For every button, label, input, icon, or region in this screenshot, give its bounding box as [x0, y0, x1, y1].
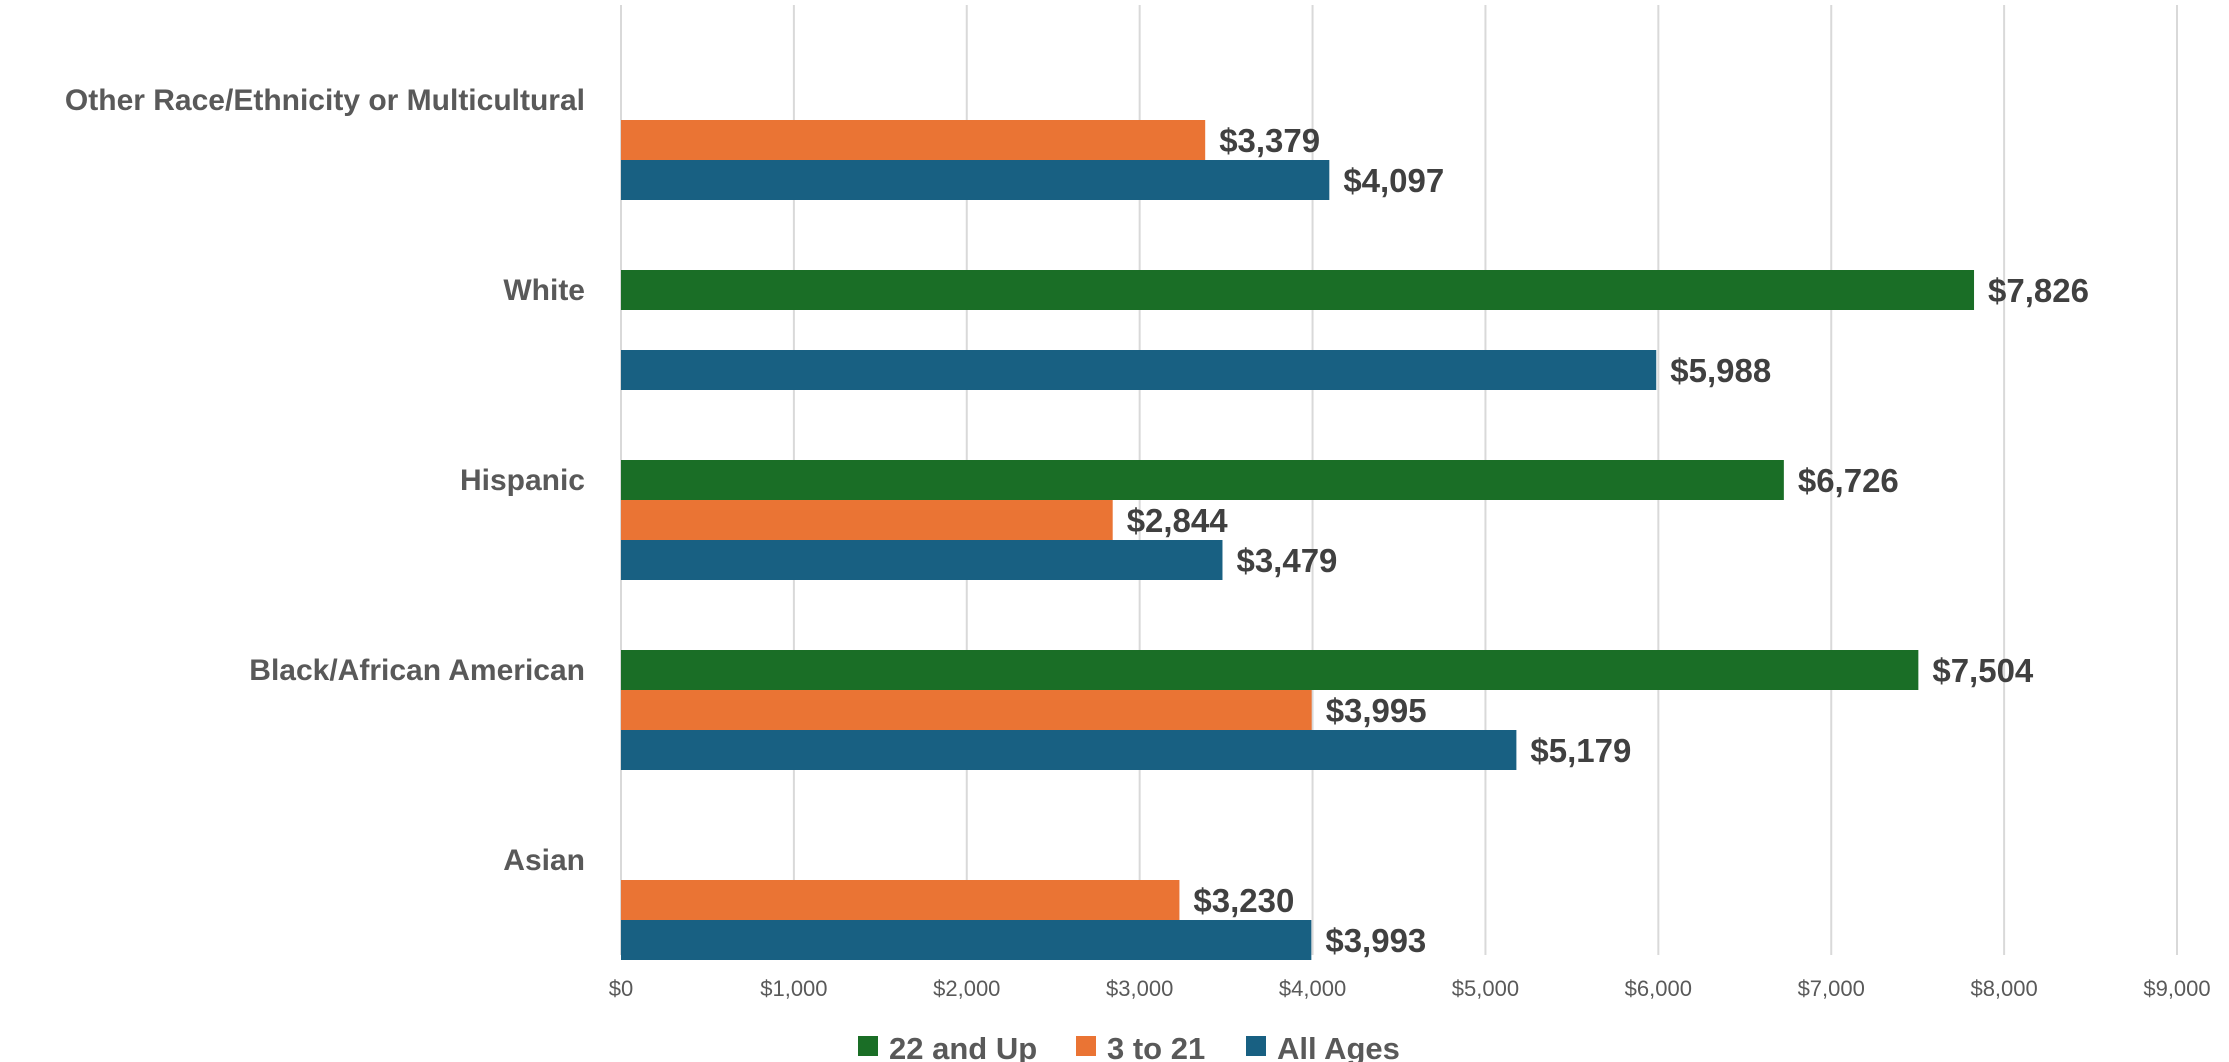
- bars: [621, 120, 1975, 960]
- bar-all-ages-1: [621, 350, 1657, 390]
- data-label: $3,995: [1326, 692, 1427, 729]
- data-label: $3,993: [1325, 922, 1426, 959]
- legend-swatch: [1076, 1036, 1096, 1056]
- x-tick-label: $4,000: [1279, 976, 1346, 1001]
- x-tick-label: $0: [609, 976, 633, 1001]
- bar-22-and-up-2: [621, 460, 1784, 500]
- bar-all-ages-3: [621, 730, 1517, 770]
- bar-22-and-up-1: [621, 270, 1975, 310]
- data-label: $4,097: [1343, 162, 1444, 199]
- category-label: Other Race/Ethnicity or Multicultural: [65, 84, 585, 117]
- data-label: $2,844: [1127, 502, 1229, 539]
- data-label: $3,379: [1219, 122, 1320, 159]
- bar-3-to-21-0: [621, 120, 1206, 160]
- category-labels: Other Race/Ethnicity or Multicultural Whi…: [65, 84, 585, 877]
- bar-all-ages-2: [621, 540, 1223, 580]
- x-tick-label: $1,000: [760, 976, 827, 1001]
- bar-22-and-up-3: [621, 650, 1919, 690]
- category-label: Black/African American: [249, 654, 585, 687]
- data-label: $3,230: [1193, 882, 1294, 919]
- category-label: White: [503, 274, 585, 307]
- x-tick-label: $6,000: [1625, 976, 1692, 1001]
- x-tick-labels: $0 $1,000 $2,000 $3,000 $4,000 $5,000 $6,000 $7…: [609, 976, 2211, 1001]
- data-label: $3,479: [1236, 542, 1337, 579]
- data-label: $7,826: [1988, 272, 2089, 309]
- legend-label: 22 and Up: [889, 1031, 1037, 1062]
- data-label: $6,726: [1798, 462, 1899, 499]
- x-tick-label: $7,000: [1798, 976, 1865, 1001]
- legend-label: 3 to 21: [1107, 1031, 1205, 1062]
- bar-3-to-21-4: [621, 880, 1180, 920]
- x-tick-label: $9,000: [2143, 976, 2210, 1001]
- bar-3-to-21-3: [621, 690, 1312, 730]
- x-tick-label: $5,000: [1452, 976, 1519, 1001]
- data-labels: $7,826 $6,726 $7,504 $3,379 $2,844 $3,995 $3,2…: [1127, 122, 2089, 959]
- x-tick-label: $2,000: [933, 976, 1000, 1001]
- x-tick-label: $8,000: [1970, 976, 2037, 1001]
- legend-label: All Ages: [1277, 1031, 1400, 1062]
- data-label: $5,988: [1670, 352, 1771, 389]
- data-label: $7,504: [1932, 652, 2034, 689]
- bar-all-ages-0: [621, 160, 1330, 200]
- category-label: Asian: [503, 844, 585, 877]
- bar-3-to-21-2: [621, 500, 1113, 540]
- data-label: $5,179: [1530, 732, 1631, 769]
- bar-all-ages-4: [621, 920, 1312, 960]
- legend: 22 and Up 3 to 21 All Ages: [858, 1031, 1400, 1062]
- x-tick-label: $3,000: [1106, 976, 1173, 1001]
- legend-swatch: [1246, 1036, 1266, 1056]
- category-label: Hispanic: [460, 464, 585, 497]
- legend-swatch: [858, 1036, 878, 1056]
